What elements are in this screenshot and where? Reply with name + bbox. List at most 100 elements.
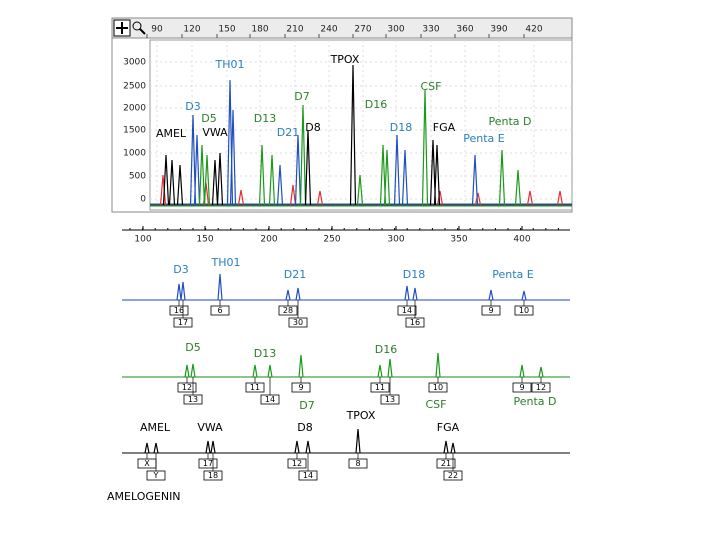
locus-label: AMEL [156,127,187,140]
allele-label: 13 [188,395,198,404]
allele-box [348,458,368,469]
locus-label: D3 [173,263,188,276]
peak [379,144,387,206]
locus-label: Penta D [513,395,556,408]
allele-label: 10 [519,306,529,315]
allele-box [146,470,166,481]
locus-label: D8 [305,121,320,134]
allele-box [278,305,298,316]
zoom-tool[interactable] [132,21,142,31]
peak [305,440,311,454]
allele-box [203,470,223,481]
locus-label: D16 [365,98,387,111]
locus-label: D13 [254,112,276,125]
peak [435,352,441,378]
peak [258,144,266,206]
peak [538,366,544,378]
locus-label: VWA [202,126,228,139]
peak [144,442,150,454]
peak [159,174,167,206]
top-scale-label: 90 [151,25,163,35]
allele-box [405,317,425,328]
locus-label: D8 [297,421,312,434]
locus-label: D18 [390,121,412,134]
allele-box [288,317,308,328]
allele-label: 30 [293,318,303,327]
allele-box [245,382,265,393]
top-scale-label: 420 [525,25,542,35]
peak [205,440,211,454]
top-scale-label: 300 [387,25,404,35]
allele-box [512,382,532,393]
peak [203,154,211,206]
allele-box [210,305,230,316]
peak [289,184,297,206]
allele-label: 11 [375,383,385,392]
top-scale-label: 390 [490,25,507,35]
allele-box [514,305,534,316]
peak [285,289,291,301]
peak [355,428,361,454]
y-axis-label: 0 [140,195,146,205]
toolbar [111,17,573,39]
peak [162,154,170,206]
peak [298,354,304,378]
peak [356,174,364,206]
top-scale-label: 150 [218,25,235,35]
allele-label: 9 [488,306,493,315]
peak [514,169,522,206]
peak [211,159,219,206]
peak [401,149,409,206]
peak [276,164,284,206]
top-scale-label: 330 [422,25,439,35]
locus-label: TH01 [211,256,241,269]
locus-label: AMEL [140,421,171,434]
size-axis-label: 250 [323,235,340,245]
allele-box [380,394,400,405]
peak [421,89,429,206]
allele-label: 8 [355,459,360,468]
y-axis-label: 1000 [123,149,146,159]
locus-label: Penta D [488,115,531,128]
allele-label: 14 [402,306,412,315]
allele-box [298,470,318,481]
allele-box [287,458,307,469]
peak [404,285,410,301]
peak [216,152,224,206]
locus-label: TPOX [330,53,360,66]
peak [190,363,196,378]
top-scale-label: 120 [183,25,200,35]
allele-label: 6 [217,306,222,315]
peak [193,134,201,206]
allele-box [428,382,448,393]
y-axis-label: 3000 [123,58,146,68]
peak [556,190,564,206]
size-axis-label: 350 [450,235,467,245]
locus-label: D5 [201,112,216,125]
allele-label: 14 [265,395,275,404]
peak [412,287,418,301]
allele-label: 12 [536,383,546,392]
locus-label: TH01 [215,58,245,71]
size-axis-label: 300 [387,235,404,245]
peak [450,442,456,454]
locus-label: D21 [277,126,299,139]
allele-box [198,458,218,469]
peak [229,109,237,206]
peak [387,358,393,378]
allele-label: 12 [182,383,192,392]
peak [295,287,301,301]
peak [383,149,391,206]
allele-box [291,382,311,393]
y-axis-label: 2000 [123,104,146,114]
crosshair-icon [116,22,128,34]
peak [316,190,324,206]
peak [429,139,437,206]
allele-label: 10 [433,383,443,392]
allele-box [443,470,463,481]
locus-label: CSF [421,80,442,93]
top-scale-label: 180 [251,25,268,35]
locus-label: D16 [375,343,397,356]
allele-label: X [144,459,150,468]
